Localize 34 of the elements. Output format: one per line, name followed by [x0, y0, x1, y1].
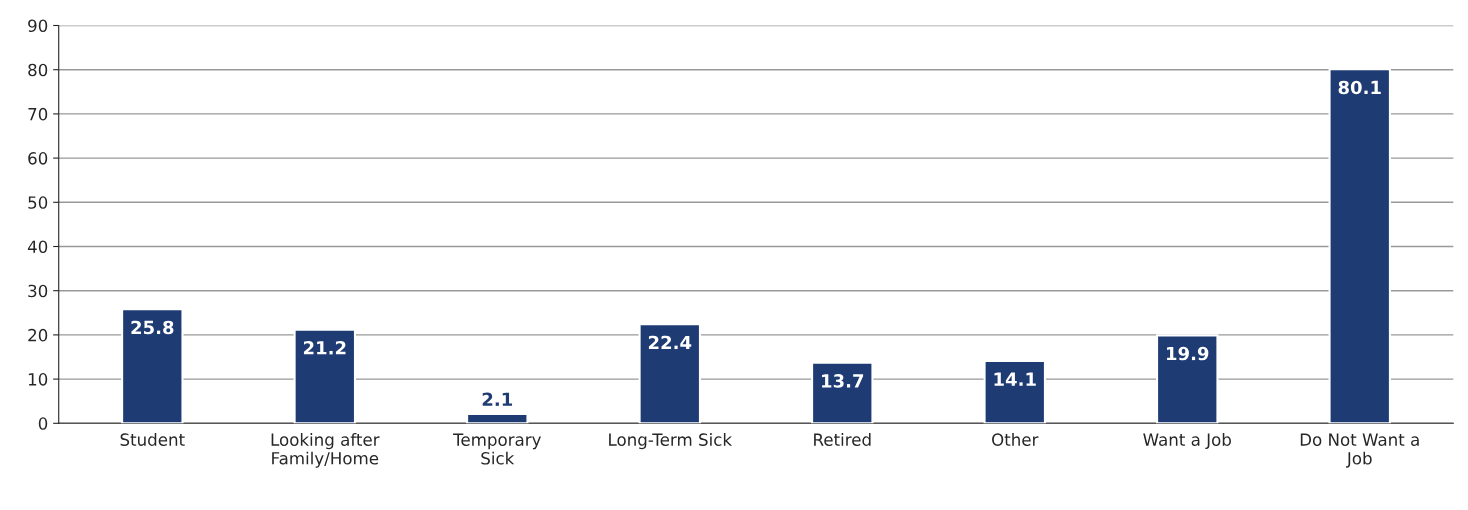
bar [293, 328, 357, 424]
data-label: 21.2 [303, 340, 346, 355]
y-tick-label: 70 [28, 107, 48, 121]
x-tick-label: Want a Job [1143, 433, 1231, 450]
data-label: 80.1 [1338, 80, 1381, 95]
bar [121, 308, 184, 424]
x-tick-label: Do Not Want a Job [1300, 433, 1419, 468]
y-tick-label: 20 [28, 328, 48, 342]
bar [983, 359, 1046, 424]
y-tick-label: 0 [38, 417, 48, 430]
bar [811, 361, 874, 424]
y-tick-label: 60 [28, 152, 48, 165]
data-label: 19.9 [1167, 346, 1209, 361]
y-tick-label: 10 [28, 373, 48, 386]
y-tick-label: 90 [28, 19, 48, 33]
data-label: 14.1 [994, 372, 1036, 386]
data-label: 2.1 [482, 392, 513, 406]
x-tick-label: Looking after Family/Home [271, 433, 380, 468]
bar [638, 323, 701, 424]
bar [466, 412, 529, 424]
x-tick-label: Other [992, 433, 1039, 446]
y-tick-label: 80 [28, 63, 48, 77]
y-tick-label: 50 [28, 196, 48, 209]
y-tick-label: 40 [27, 240, 48, 254]
data-label: 25.8 [131, 320, 174, 335]
x-tick-label: Temporary Sick [453, 433, 541, 465]
data-label: 22.4 [648, 335, 692, 350]
data-label: 13.7 [822, 374, 864, 388]
x-tick-label: Long-Term Sick [609, 433, 732, 450]
bar [1328, 68, 1391, 424]
x-tick-label: Student [120, 433, 185, 446]
bar [1156, 334, 1219, 424]
x-tick-label: Retired [814, 433, 871, 446]
y-tick-label: 30 [28, 284, 48, 298]
